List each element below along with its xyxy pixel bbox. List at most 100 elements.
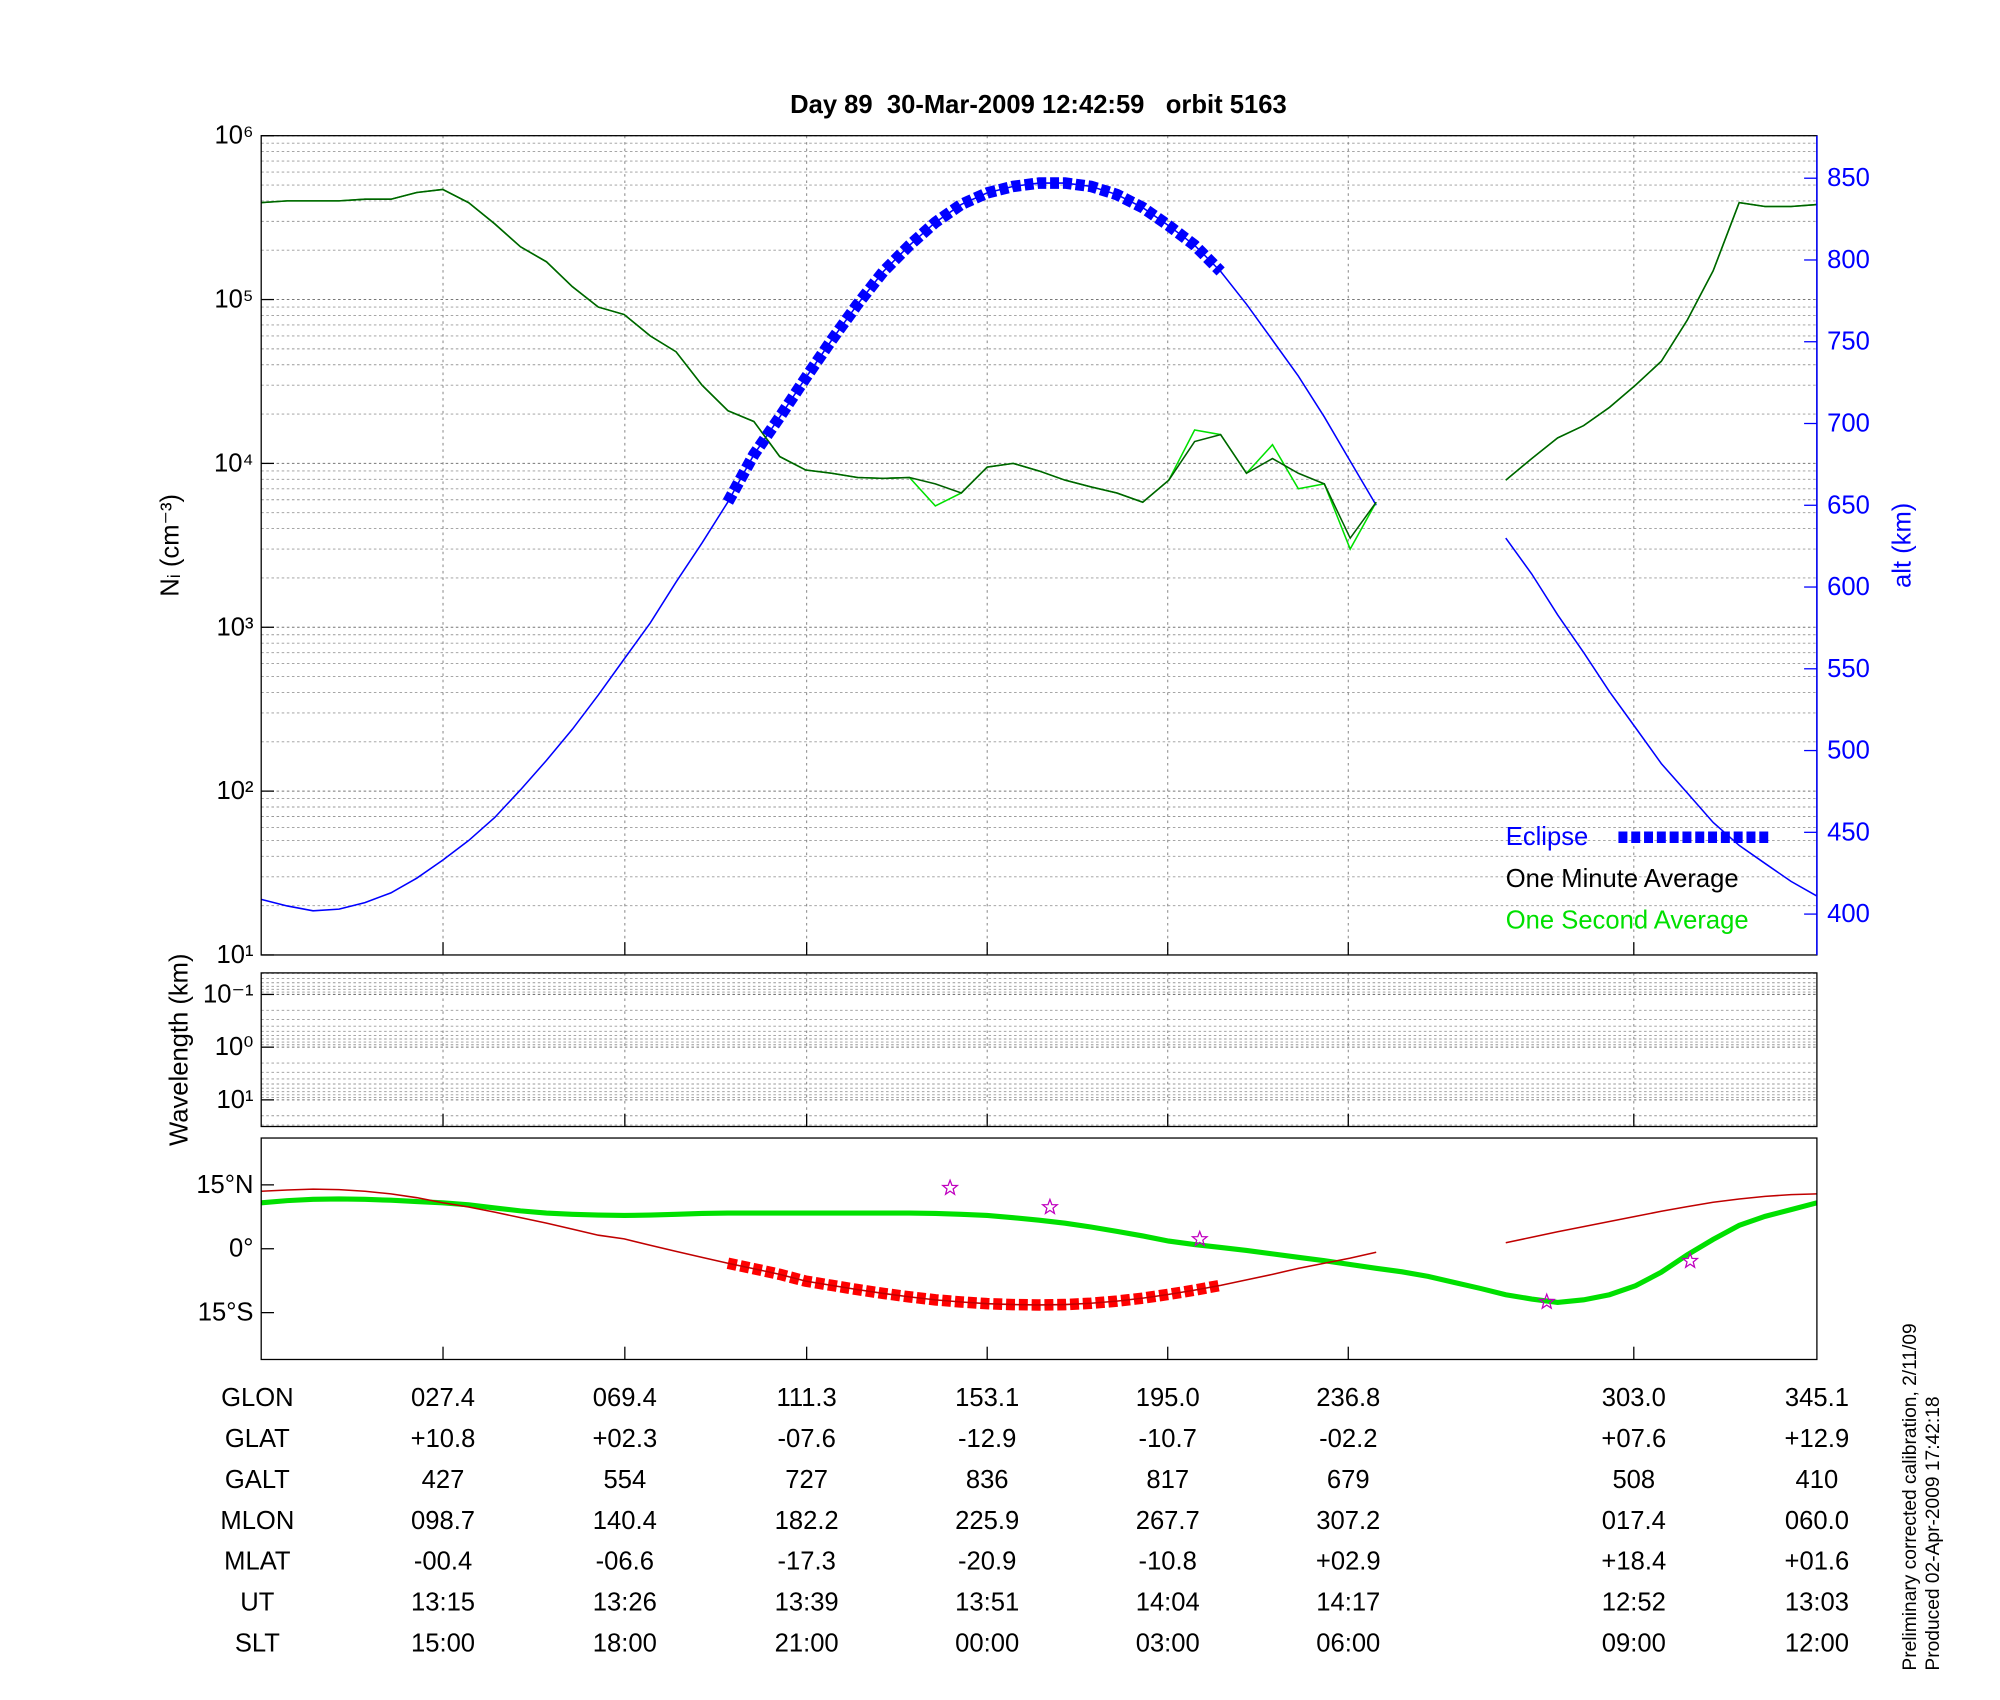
cell: 427	[422, 1466, 465, 1494]
cell: 12:00	[1785, 1630, 1849, 1658]
data-line	[261, 188, 1817, 540]
cell: 069.4	[593, 1384, 657, 1412]
star-marker	[1681, 1251, 1700, 1269]
y-tick-label: 15°S	[198, 1299, 254, 1327]
cell: 18:00	[593, 1630, 657, 1658]
cell: 345.1	[1785, 1384, 1849, 1412]
star-marker	[941, 1178, 960, 1196]
row-label: UT	[240, 1589, 274, 1617]
cell: 09:00	[1602, 1630, 1666, 1658]
cell: 13:26	[593, 1589, 657, 1617]
cell: -10.8	[1139, 1548, 1197, 1576]
cell: 303.0	[1602, 1384, 1666, 1412]
y2-tick-label: 600	[1827, 573, 1870, 601]
y-tick-label: 10⁴	[214, 449, 253, 477]
cell: 14:17	[1316, 1589, 1380, 1617]
cell: -10.7	[1139, 1425, 1197, 1453]
cell: 03:00	[1136, 1630, 1200, 1658]
cell: -06.6	[596, 1548, 654, 1576]
cell: +12.9	[1785, 1425, 1850, 1453]
data-line	[261, 1188, 1817, 1306]
data-line	[260, 1196, 1818, 1305]
cell: +02.3	[592, 1425, 657, 1453]
cell: 307.2	[1316, 1507, 1380, 1535]
cell: 06:00	[1316, 1630, 1380, 1658]
y2-axis-label: alt (km)	[1889, 503, 1917, 588]
legend-label: Eclipse	[1506, 823, 1589, 851]
data-line	[722, 177, 1225, 505]
star-marker	[1040, 1197, 1059, 1215]
cell: 727	[785, 1466, 828, 1494]
y2-tick-label: 750	[1827, 328, 1870, 356]
cell: 017.4	[1602, 1507, 1666, 1535]
cell: 410	[1796, 1466, 1839, 1494]
cell: +18.4	[1601, 1548, 1666, 1576]
cell: +02.9	[1316, 1548, 1381, 1576]
legend-label: One Minute Average	[1506, 865, 1739, 893]
y2-tick-label: 700	[1827, 410, 1870, 438]
y2-tick-label: 650	[1827, 491, 1870, 519]
row-label: GALT	[225, 1466, 290, 1494]
cell: +10.8	[411, 1425, 476, 1453]
cell: 00:00	[955, 1630, 1019, 1658]
star-marker	[1190, 1229, 1209, 1247]
cell: 060.0	[1785, 1507, 1849, 1535]
y-tick-label: 10⁻¹	[203, 980, 254, 1008]
row-label: SLT	[235, 1630, 280, 1658]
y-tick-label: 10⁰	[215, 1033, 254, 1061]
y2-tick-label: 800	[1827, 246, 1870, 274]
cell: 13:39	[775, 1589, 839, 1617]
y-tick-label: 10¹	[217, 1086, 254, 1114]
panel-frame	[260, 972, 1818, 1128]
row-label: MLON	[220, 1507, 294, 1535]
y2-tick-label: 400	[1827, 900, 1870, 928]
cell: -07.6	[777, 1425, 835, 1453]
plot-area	[261, 972, 1817, 1127]
cell: 12:52	[1602, 1589, 1666, 1617]
y2-tick-label: 500	[1827, 737, 1870, 765]
legend-label: One Second Average	[1506, 906, 1749, 934]
cell: 13:51	[955, 1589, 1019, 1617]
cell: 817	[1146, 1466, 1189, 1494]
y-tick-label: 10⁵	[214, 286, 253, 314]
cell: 21:00	[775, 1630, 839, 1658]
cell: 236.8	[1316, 1384, 1380, 1412]
y-tick-label: 10⁶	[215, 122, 254, 150]
cell: -00.4	[414, 1548, 472, 1576]
panel-frame	[260, 1137, 1818, 1361]
y-tick-label: 10²	[217, 777, 254, 805]
cell: +07.6	[1601, 1425, 1666, 1453]
chart-title: Day 89 30-Mar-2009 12:42:59 orbit 5163	[790, 91, 1287, 119]
cell: -12.9	[958, 1425, 1016, 1453]
cell: 267.7	[1136, 1507, 1200, 1535]
row-label: MLAT	[224, 1548, 291, 1576]
cell: 027.4	[411, 1384, 475, 1412]
cell: 153.1	[955, 1384, 1019, 1412]
cell: 679	[1327, 1466, 1370, 1494]
row-label: GLAT	[225, 1425, 290, 1453]
cell: 098.7	[411, 1507, 475, 1535]
cell: 111.3	[777, 1384, 837, 1412]
cell: 195.0	[1136, 1384, 1200, 1412]
note: Produced 02-Apr-2009 17:42:18	[1923, 1396, 1944, 1670]
y-axis-label: Wavelength (km)	[165, 953, 193, 1145]
cell: 13:15	[411, 1589, 475, 1617]
cell: 836	[966, 1466, 1009, 1494]
y2-tick-label: 450	[1827, 818, 1870, 846]
row-label: GLON	[221, 1384, 294, 1412]
cell: -02.2	[1319, 1425, 1377, 1453]
y-tick-label: 10³	[217, 613, 254, 641]
y-tick-label: 10¹	[217, 941, 254, 969]
y2-tick-label: 550	[1827, 655, 1870, 683]
y-axis-label: Nᵢ (cm⁻³)	[156, 494, 184, 597]
cell: 554	[603, 1466, 646, 1494]
y-tick-label: 15°N	[196, 1171, 253, 1199]
plot-area	[261, 135, 1817, 955]
cell: 14:04	[1136, 1589, 1200, 1617]
cell: -20.9	[958, 1548, 1016, 1576]
y2-tick-label: 850	[1827, 164, 1870, 192]
note: Preliminary corrected calibration, 2/11/…	[1900, 1323, 1921, 1670]
cell: 182.2	[775, 1507, 839, 1535]
